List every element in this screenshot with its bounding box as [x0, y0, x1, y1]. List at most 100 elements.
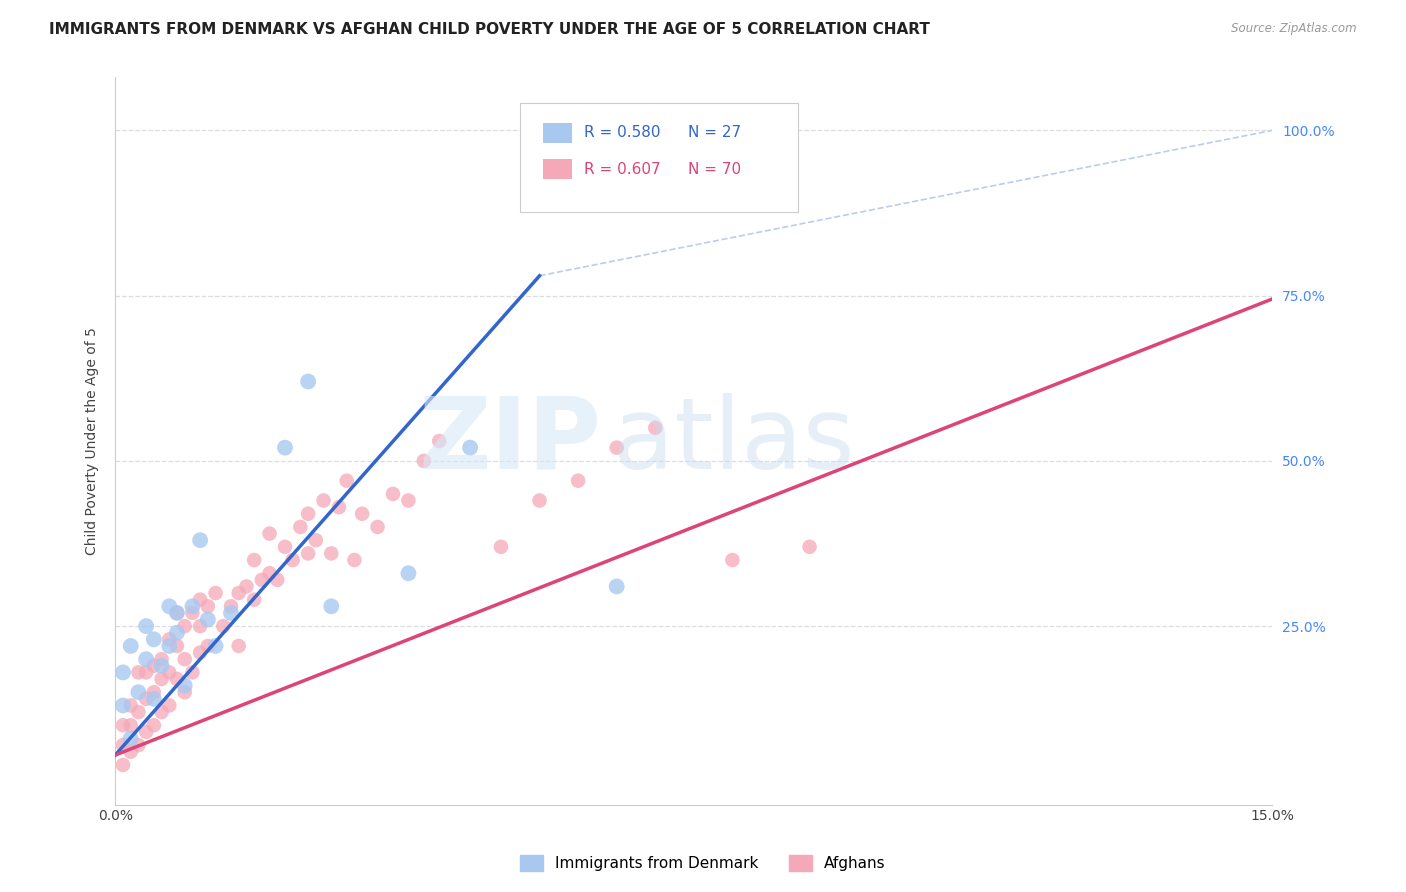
- Point: [367, 520, 389, 534]
- Point: [529, 493, 551, 508]
- Point: [721, 553, 744, 567]
- Point: [173, 652, 195, 666]
- Point: [297, 375, 319, 389]
- Point: [297, 546, 319, 560]
- Point: [412, 454, 434, 468]
- Point: [166, 606, 188, 620]
- Point: [181, 606, 204, 620]
- Point: [166, 672, 188, 686]
- Point: [259, 566, 281, 581]
- Point: [219, 599, 242, 614]
- Point: [111, 758, 134, 772]
- Point: [173, 685, 195, 699]
- Point: [427, 434, 450, 448]
- Text: IMMIGRANTS FROM DENMARK VS AFGHAN CHILD POVERTY UNDER THE AGE OF 5 CORRELATION C: IMMIGRANTS FROM DENMARK VS AFGHAN CHILD …: [49, 22, 931, 37]
- Point: [142, 691, 165, 706]
- Point: [274, 540, 297, 554]
- Point: [799, 540, 821, 554]
- Point: [111, 718, 134, 732]
- Text: atlas: atlas: [613, 392, 855, 490]
- Point: [396, 566, 419, 581]
- Point: [127, 665, 149, 680]
- Point: [297, 507, 319, 521]
- Point: [120, 718, 142, 732]
- Point: [157, 665, 180, 680]
- Point: [382, 487, 405, 501]
- Point: [157, 632, 180, 647]
- Point: [127, 705, 149, 719]
- Point: [228, 586, 250, 600]
- Text: N = 27: N = 27: [688, 125, 741, 140]
- Point: [204, 639, 226, 653]
- Point: [606, 579, 628, 593]
- Point: [120, 639, 142, 653]
- Point: [120, 745, 142, 759]
- Point: [197, 613, 219, 627]
- Point: [219, 606, 242, 620]
- Point: [111, 665, 134, 680]
- Point: [458, 441, 481, 455]
- Text: Source: ZipAtlas.com: Source: ZipAtlas.com: [1232, 22, 1357, 36]
- Point: [157, 698, 180, 713]
- Point: [120, 698, 142, 713]
- Y-axis label: Child Poverty Under the Age of 5: Child Poverty Under the Age of 5: [86, 327, 100, 555]
- Point: [150, 652, 173, 666]
- Point: [396, 493, 419, 508]
- FancyBboxPatch shape: [520, 103, 799, 212]
- FancyBboxPatch shape: [543, 122, 572, 143]
- Point: [135, 619, 157, 633]
- Point: [212, 619, 235, 633]
- Point: [166, 625, 188, 640]
- Point: [228, 639, 250, 653]
- Point: [489, 540, 512, 554]
- Point: [135, 665, 157, 680]
- Point: [290, 520, 312, 534]
- Point: [142, 658, 165, 673]
- Point: [135, 652, 157, 666]
- Legend: Immigrants from Denmark, Afghans: Immigrants from Denmark, Afghans: [515, 849, 891, 877]
- Point: [142, 718, 165, 732]
- Point: [127, 738, 149, 752]
- Point: [181, 665, 204, 680]
- Point: [188, 533, 211, 548]
- Point: [336, 474, 359, 488]
- Point: [166, 639, 188, 653]
- Point: [166, 606, 188, 620]
- Point: [197, 639, 219, 653]
- Point: [142, 632, 165, 647]
- Text: R = 0.607: R = 0.607: [583, 161, 661, 177]
- Point: [181, 599, 204, 614]
- Point: [567, 474, 589, 488]
- Point: [173, 679, 195, 693]
- Point: [120, 731, 142, 746]
- Point: [343, 553, 366, 567]
- Point: [312, 493, 335, 508]
- Point: [197, 599, 219, 614]
- Point: [127, 685, 149, 699]
- Point: [135, 691, 157, 706]
- Point: [188, 646, 211, 660]
- Point: [243, 592, 266, 607]
- Point: [243, 553, 266, 567]
- Point: [321, 599, 343, 614]
- Text: R = 0.580: R = 0.580: [583, 125, 661, 140]
- Point: [150, 672, 173, 686]
- FancyBboxPatch shape: [543, 159, 572, 179]
- Point: [274, 441, 297, 455]
- Point: [606, 441, 628, 455]
- Point: [150, 705, 173, 719]
- Point: [150, 658, 173, 673]
- Point: [721, 189, 744, 203]
- Point: [321, 546, 343, 560]
- Point: [259, 526, 281, 541]
- Point: [111, 698, 134, 713]
- Text: ZIP: ZIP: [419, 392, 602, 490]
- Point: [173, 619, 195, 633]
- Point: [250, 573, 273, 587]
- Point: [157, 639, 180, 653]
- Point: [305, 533, 328, 548]
- Point: [328, 500, 350, 515]
- Point: [188, 619, 211, 633]
- Point: [188, 592, 211, 607]
- Point: [142, 685, 165, 699]
